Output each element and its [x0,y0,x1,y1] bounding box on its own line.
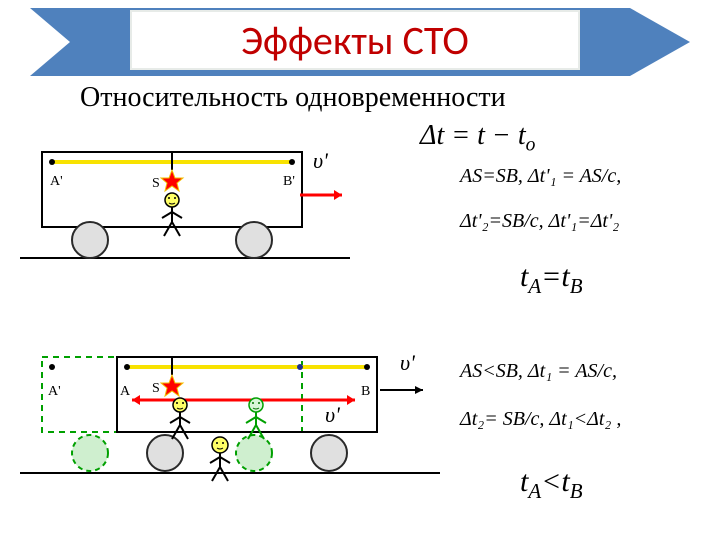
diagram-2: A' A S B υ' υ' [20,345,440,485]
subtitle: Относительность одновременности [80,82,506,114]
eq-2c: tA<tB [520,465,583,504]
title-box: Эффекты СТО [130,10,580,70]
eq-1b: Δt'₂=SB/c, Δt'₁=Δt'₂ [460,210,619,233]
page-title: Эффекты СТО [241,16,469,65]
label-v-1: υ' [313,148,328,173]
label-a-prime-2: A' [48,384,61,399]
eq-2b: Δt₂= SB/c, Δt₁<Δt₂ , [460,408,621,431]
label-a-2: A [120,384,131,399]
label-s-1: S [152,176,160,191]
eq-1c: tA=tB [520,260,583,299]
label-s-2: S [152,381,160,396]
label-v-2b: υ' [325,402,340,427]
label-v-2a: υ' [400,350,415,375]
eq-1a: AS=SB, Δt'₁ = AS/c, [460,165,621,188]
label-b-2: B [361,384,370,399]
eq-main: Δt = t − to [420,120,535,157]
eq-2a: AS<SB, Δt₁ = AS/c, [460,360,617,383]
title-banner: Эффекты СТО [30,8,690,76]
diagram-1: A' B' S υ' [20,140,350,270]
label-b-prime-1: B' [283,174,295,189]
label-a-prime-1: A' [50,174,63,189]
